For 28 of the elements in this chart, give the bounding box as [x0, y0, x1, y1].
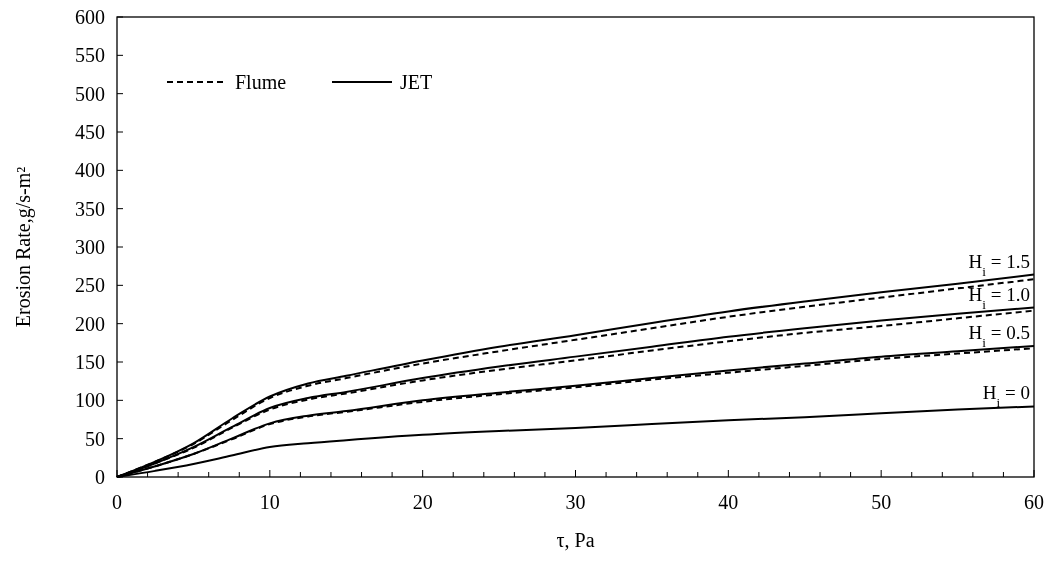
y-tick-label: 100 [75, 389, 105, 412]
y-tick-label: 350 [75, 197, 105, 220]
y-tick-label: 500 [75, 82, 105, 105]
x-tick-label: 50 [871, 491, 892, 513]
y-tick-label: 300 [75, 236, 105, 258]
x-tick-label: 20 [412, 491, 433, 513]
x-tick-label: 30 [565, 491, 586, 513]
y-tick-label: 250 [75, 274, 105, 297]
annotation: H$_{i}$ = 1.0 [968, 283, 1030, 312]
y-tick-label: 550 [75, 44, 105, 67]
annotation: H$_{i}$ = 0.5 [968, 321, 1030, 350]
x-tick-label: 10 [259, 491, 280, 513]
annotation: H$_{i}$ = 0 [982, 382, 1030, 410]
y-tick-label: 600 [75, 6, 105, 28]
x-axis-title: τ, Pa [556, 529, 595, 551]
x-tick-label: 60 [1024, 491, 1044, 513]
y-tick-label: 150 [75, 351, 105, 373]
y-axis-title: Erosion Rate,g/s-m² [12, 166, 35, 328]
y-tick-label: 450 [75, 121, 105, 143]
y-tick-label: 50 [85, 427, 105, 450]
legend-label: Flume [235, 71, 287, 93]
legend-label: JET [400, 71, 433, 93]
x-tick-label: 40 [718, 491, 739, 513]
y-tick-label: 200 [75, 312, 105, 335]
y-tick-label: 0 [95, 466, 105, 488]
y-tick-label: 400 [75, 159, 105, 182]
x-tick-label: 0 [112, 491, 122, 513]
annotation: H$_{i}$ = 1.5 [968, 250, 1030, 279]
